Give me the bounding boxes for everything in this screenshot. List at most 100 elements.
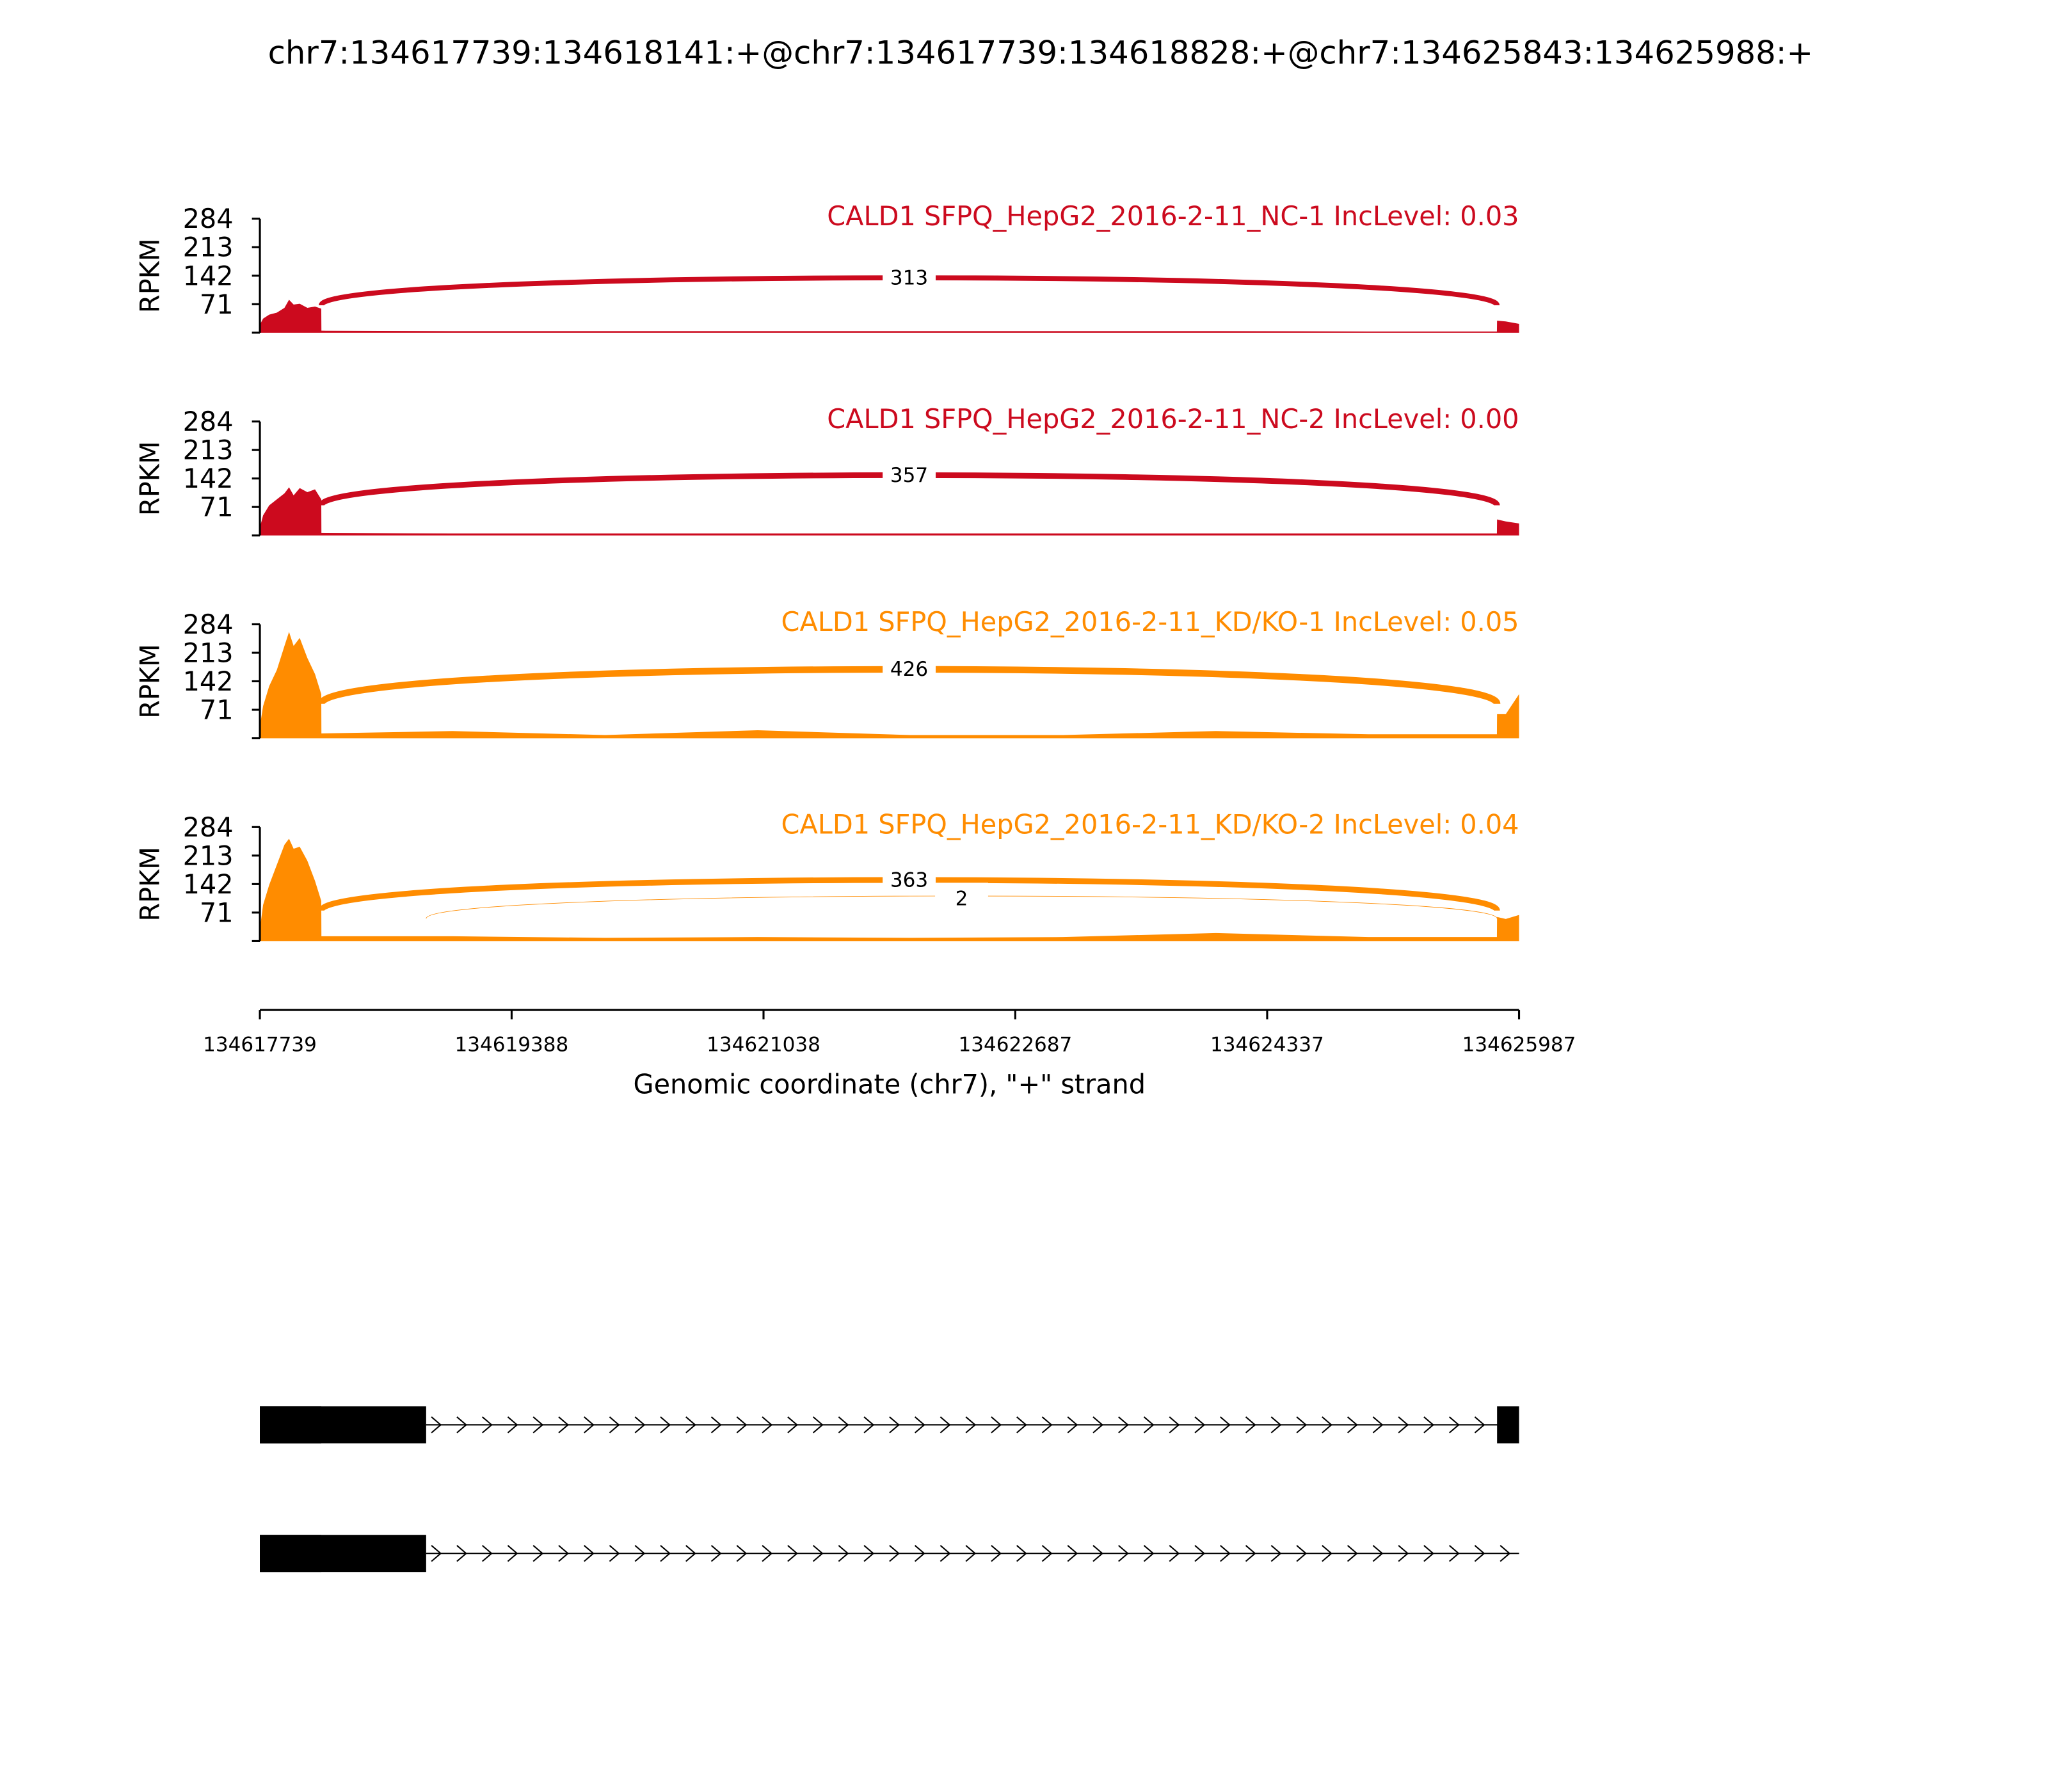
strand-chevron [456, 1545, 467, 1562]
strand-chevron [1474, 1545, 1485, 1562]
x-tick-label: 134619388 [455, 1033, 569, 1056]
strand-chevron [1220, 1416, 1231, 1434]
strand-chevron [1143, 1545, 1155, 1562]
strand-chevron [991, 1416, 1002, 1434]
strand-chevron [1322, 1545, 1332, 1562]
strand-chevron [914, 1545, 925, 1562]
strand-chevron [584, 1545, 595, 1562]
y-tick-label: 213 [183, 840, 234, 871]
exon [260, 1406, 426, 1444]
strand-chevron [914, 1416, 925, 1434]
strand-chevron [1041, 1416, 1053, 1434]
y-tick-label: 142 [183, 463, 234, 494]
strand-chevron [710, 1416, 722, 1434]
chart-title: chr7:134617739:134618141:+@chr7:13461773… [268, 34, 1814, 71]
strand-chevron [685, 1545, 696, 1562]
junction-label: 2 [956, 887, 968, 910]
x-tick-label: 134624337 [1210, 1033, 1324, 1056]
strand-chevron [1448, 1545, 1460, 1562]
coverage-area [260, 632, 1519, 739]
strand-chevron [1398, 1545, 1409, 1562]
strand-chevron [431, 1416, 442, 1434]
strand-chevron [762, 1545, 773, 1562]
junction-label-bg [883, 867, 936, 893]
strand-chevron [1041, 1545, 1053, 1562]
strand-chevron [481, 1545, 493, 1562]
exon [260, 1535, 426, 1572]
strand-chevron [507, 1416, 518, 1434]
strand-chevron [1474, 1416, 1485, 1434]
junction-label-bg [883, 656, 936, 683]
exon [1497, 1406, 1519, 1444]
strand-chevron [481, 1416, 493, 1434]
strand-chevron [1194, 1416, 1206, 1434]
strand-chevron [1016, 1545, 1027, 1562]
strand-chevron [1448, 1416, 1460, 1434]
strand-chevron [1169, 1416, 1180, 1434]
strand-chevron [710, 1545, 722, 1562]
strand-chevron [812, 1545, 824, 1562]
panel-label: CALD1 SFPQ_HepG2_2016-2-11_NC-1 IncLevel… [827, 201, 1519, 232]
strand-chevron [1118, 1416, 1129, 1434]
strand-chevron [1296, 1545, 1308, 1562]
strand-chevron [1500, 1545, 1511, 1562]
strand-chevron [736, 1545, 748, 1562]
y-tick-label: 142 [183, 666, 234, 697]
strand-chevron [838, 1545, 849, 1562]
strand-chevron [1296, 1416, 1308, 1434]
strand-chevron [812, 1416, 824, 1434]
junction-label: 357 [890, 464, 928, 487]
strand-chevron [1372, 1416, 1384, 1434]
strand-chevron [965, 1416, 977, 1434]
strand-chevron [1067, 1416, 1078, 1434]
y-axis-label: RPKM [135, 644, 166, 719]
strand-chevron [863, 1416, 875, 1434]
junction-label: 363 [890, 868, 928, 892]
strand-chevron [609, 1416, 620, 1434]
strand-chevron [787, 1416, 798, 1434]
strand-chevron [1347, 1416, 1358, 1434]
strand-chevron [1194, 1545, 1206, 1562]
strand-chevron [838, 1416, 849, 1434]
x-tick-label: 134617739 [203, 1033, 317, 1056]
strand-chevron [863, 1545, 875, 1562]
strand-chevron [1423, 1545, 1434, 1562]
strand-chevron [1143, 1416, 1155, 1434]
panel-label: CALD1 SFPQ_HepG2_2016-2-11_KD/KO-2 IncLe… [781, 810, 1519, 840]
x-tick-label: 134621038 [707, 1033, 820, 1056]
y-tick-label: 71 [200, 897, 234, 928]
strand-chevron [558, 1416, 570, 1434]
x-tick-label: 134622687 [958, 1033, 1072, 1056]
coverage-area [260, 487, 1519, 536]
strand-chevron [1092, 1416, 1104, 1434]
y-tick-label: 71 [200, 695, 234, 726]
junction-label-bg [935, 883, 988, 909]
y-tick-label: 284 [183, 609, 234, 640]
strand-chevron [1270, 1416, 1282, 1434]
y-tick-label: 142 [183, 260, 234, 291]
strand-chevron [1220, 1545, 1231, 1562]
strand-chevron [965, 1545, 977, 1562]
strand-chevron [940, 1545, 951, 1562]
y-tick-label: 213 [183, 435, 234, 466]
y-axis-label: RPKM [135, 238, 166, 313]
y-tick-label: 284 [183, 406, 234, 437]
strand-chevron [1092, 1545, 1104, 1562]
x-tick-label: 134625987 [1462, 1033, 1576, 1056]
strand-chevron [1347, 1545, 1358, 1562]
strand-chevron [889, 1545, 900, 1562]
strand-chevron [532, 1545, 544, 1562]
strand-chevron [609, 1545, 620, 1562]
strand-chevron [1423, 1416, 1434, 1434]
strand-chevron [1270, 1545, 1282, 1562]
x-axis-label: Genomic coordinate (chr7), "+" strand [633, 1069, 1146, 1100]
strand-chevron [431, 1545, 442, 1562]
panel-label: CALD1 SFPQ_HepG2_2016-2-11_KD/KO-1 IncLe… [781, 607, 1519, 637]
strand-chevron [991, 1545, 1002, 1562]
y-axis-label: RPKM [135, 441, 166, 516]
strand-chevron [1169, 1545, 1180, 1562]
strand-chevron [1118, 1545, 1129, 1562]
strand-chevron [507, 1545, 518, 1562]
strand-chevron [1245, 1416, 1256, 1434]
